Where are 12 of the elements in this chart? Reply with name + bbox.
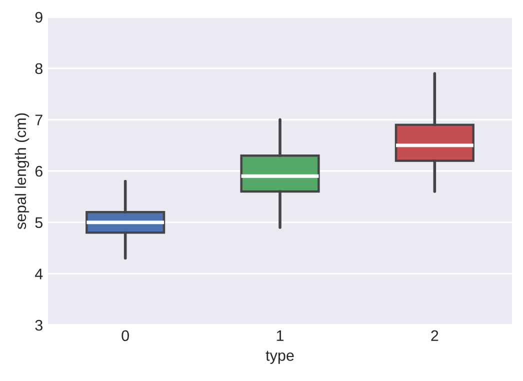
x-tick-label: 0 <box>122 330 129 342</box>
y-tick-label: 9 <box>35 12 42 23</box>
y-tick-label: 6 <box>35 166 42 177</box>
y-tick-label: 3 <box>35 320 42 331</box>
y-tick-label: 7 <box>35 114 42 126</box>
y-axis-title: sepal length (cm) <box>14 113 30 230</box>
x-axis-title: type <box>266 350 294 364</box>
y-tick-label: 8 <box>35 63 42 74</box>
x-tick-label: 1 <box>276 330 284 341</box>
x-tick-label: 2 <box>431 330 438 341</box>
y-tick-label: 5 <box>35 217 42 228</box>
y-tick-label: 4 <box>34 268 43 280</box>
